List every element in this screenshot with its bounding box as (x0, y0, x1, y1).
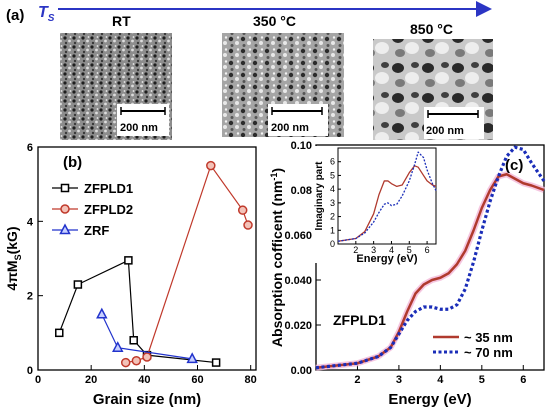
y-tick-label: 2 (27, 291, 33, 303)
scale-bar-label: 200 nm (120, 122, 158, 134)
x-tick-label: 40 (138, 374, 150, 386)
y-tick-label: 4 (27, 216, 34, 228)
legend-label: ZFPLD1 (84, 181, 133, 196)
image-label-rt: RT (112, 13, 131, 29)
y-axis-label-sub: S (13, 254, 23, 260)
series-line-zrf (101, 313, 193, 360)
data-point-zfpld1 (124, 256, 133, 265)
x-tick-label: 2 (354, 374, 360, 386)
y-tick-label: 0 (27, 365, 33, 377)
scale-bar-label: 200 nm (271, 122, 309, 134)
series-line-70nm (315, 145, 546, 370)
y-axis-label-main: 4πM (4, 260, 20, 290)
inset-y-axis-label: Imaginary part (314, 161, 325, 231)
legend-label: ~ 35 nm (464, 330, 513, 345)
y-tick-label: 0.08 (291, 185, 312, 197)
inset-y-tick-label: 2 (330, 212, 335, 222)
data-point-zrf (112, 341, 124, 352)
data-point-zrf (186, 352, 198, 364)
scale-bar-label: 200 nm (426, 125, 464, 137)
panel-b-label: (b) (63, 154, 82, 171)
x-axis-label: Grain size (nm) (93, 391, 201, 408)
inset-y-tick-label: 4 (330, 184, 335, 194)
y-tick-label: 0.040 (284, 275, 312, 287)
y-axis-label: Absorption cofficent (nm-1) (269, 168, 285, 347)
sample-label: ZFPLD1 (333, 312, 386, 328)
data-point-zfpld1 (73, 280, 83, 289)
legend-label: ~ 70 nm (464, 345, 513, 360)
data-point-zfpld2 (131, 355, 142, 366)
image-label-350: 350 °C (253, 13, 296, 29)
data-point-zrf (96, 307, 108, 319)
panel-c-inset: 2 3 4 5 6 0 1 2 3 4 5 6 Energy (eV) Imaginary part (312, 146, 438, 265)
inset-series-line-35nm (337, 165, 437, 242)
data-point-zfpld2 (206, 160, 216, 171)
x-tick-label: 0 (35, 374, 41, 386)
tem-image-850: 200 nm (373, 39, 493, 140)
y-axis-label: 4πMS(kG) (4, 226, 23, 290)
y-tick-label: 0.10 (291, 140, 312, 152)
inset-x-tick-label: 2 (353, 245, 358, 255)
legend-label: ZFPLD2 (84, 202, 133, 217)
image-label-850: 850 °C (410, 21, 453, 37)
data-point-zfpld2 (237, 205, 248, 215)
y-tick-label: 0.00 (291, 365, 312, 377)
y-axis-label-end: ) (269, 168, 285, 173)
inset-x-tick-label: 5 (407, 245, 412, 255)
panel-a-label: (a) (6, 7, 24, 24)
data-point-zfpld2 (142, 352, 152, 362)
y-tick-label: 0.020 (284, 320, 312, 332)
tem-image-350: 200 nm (222, 33, 344, 137)
panel-c-chart: 2 3 4 5 6 0.00 0.020 0.040 0.060 0.08 0.10 Energy (… (269, 140, 546, 408)
x-tick-label: 5 (479, 374, 485, 386)
x-tick-label: 80 (245, 374, 257, 386)
data-point-zfpld2 (120, 357, 131, 368)
x-tick-label: 20 (85, 374, 97, 386)
panel-c-label: (c) (505, 157, 523, 174)
x-tick-label: 4 (437, 374, 444, 386)
legend-marker (60, 183, 70, 193)
arrow-label: TS (38, 4, 55, 24)
inset-frame (337, 147, 437, 245)
inset-x-tick-label: 6 (425, 245, 430, 255)
y-tick-label: 6 (27, 142, 33, 154)
inset-y-tick-label: 0 (330, 239, 335, 249)
inset-x-tick-label: 3 (371, 245, 376, 255)
y-axis-label-main: Absorption cofficent (nm (269, 181, 285, 347)
legend-marker (60, 204, 70, 214)
y-axis-label-unit: (kG) (4, 226, 20, 254)
inset-y-tick-label: 5 (330, 170, 335, 180)
data-point-zfpld1 (129, 336, 138, 345)
x-tick-label: 6 (520, 374, 526, 386)
data-point-zfpld1 (211, 358, 221, 367)
series-line-zfpld1 (58, 259, 217, 364)
y-axis-label-sup: -1 (269, 173, 279, 181)
inset-x-tick-label: 4 (389, 245, 394, 255)
series-line-zfpld2 (125, 164, 249, 364)
x-axis-label: Energy (eV) (388, 391, 471, 408)
inset-y-tick-label: 3 (330, 198, 335, 208)
x-tick-label: 3 (396, 374, 402, 386)
y-tick-label: 0.060 (284, 230, 312, 242)
inset-y-tick-label: 6 (330, 157, 335, 167)
data-point-zfpld1 (55, 328, 64, 338)
inset-y-tick-label: 1 (330, 225, 335, 235)
inset-series-line-70nm (337, 151, 437, 242)
inset-x-axis-label: Energy (eV) (356, 253, 417, 265)
tem-image-rt: 200 nm (60, 33, 172, 140)
legend-marker (59, 223, 71, 235)
panel-b-chart: 0 20 40 60 80 0 2 4 6 Grain size (nm) 4πMS(kG) ZFPL… (4, 142, 257, 408)
x-tick-label: 60 (191, 374, 203, 386)
data-point-zfpld2 (243, 220, 253, 230)
legend-label: ZRF (84, 223, 109, 238)
plot-frame (37, 146, 257, 371)
